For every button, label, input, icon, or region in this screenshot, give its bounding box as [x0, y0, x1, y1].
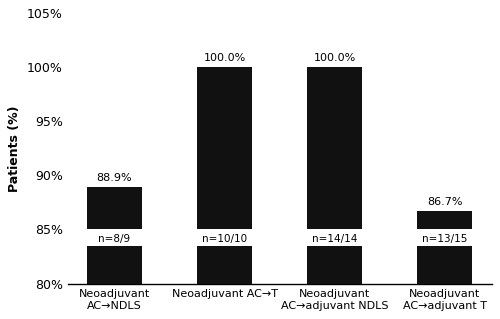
Bar — [307, 67, 362, 229]
Text: 88.9%: 88.9% — [96, 173, 132, 183]
Bar — [197, 67, 252, 229]
Text: 100.0%: 100.0% — [314, 53, 356, 63]
Bar — [197, 246, 252, 284]
Text: n=14/14: n=14/14 — [312, 234, 358, 244]
Bar — [418, 211, 472, 229]
Bar — [307, 246, 362, 284]
Text: n=10/10: n=10/10 — [202, 234, 247, 244]
Bar — [87, 246, 142, 284]
Text: n=8/9: n=8/9 — [98, 234, 130, 244]
Y-axis label: Patients (%): Patients (%) — [8, 105, 22, 192]
Text: 100.0%: 100.0% — [204, 53, 246, 63]
Bar — [87, 187, 142, 229]
Text: 86.7%: 86.7% — [427, 197, 462, 207]
Bar — [418, 246, 472, 284]
Text: n=13/15: n=13/15 — [422, 234, 468, 244]
